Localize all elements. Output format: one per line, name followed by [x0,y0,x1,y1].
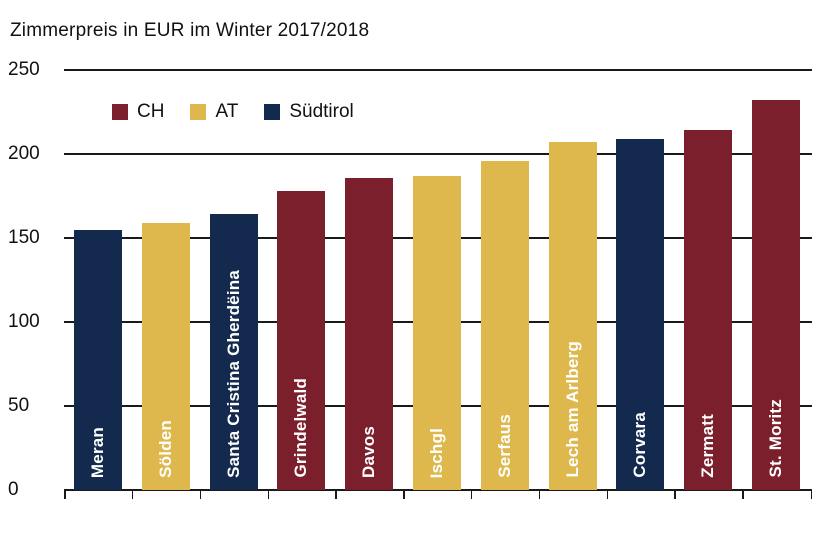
bar-grindelwald: Grindelwald [277,190,326,490]
x-axis-tick-9 [674,490,676,499]
legend: CH AT Südtirol [112,101,354,123]
legend-swatch-südtirol [264,104,281,120]
x-axis-tick-10 [742,490,744,499]
bar-zermatt: Zermatt [684,130,733,490]
x-axis-tick-0 [64,490,66,499]
legend-swatch-at [190,104,207,120]
legend-label-at: AT [215,101,239,122]
x-axis-tick-11 [810,490,812,499]
y-axis-label-250: 250 [8,59,40,80]
bar-santa-cristina-gherdëina: Santa Cristina Gherdëina [209,214,258,490]
bar-meran: Meran [74,229,122,490]
bar-label-meran: Meran [88,426,107,478]
bar-label-corvara: Corvara [630,412,650,478]
gridline-0 [64,489,812,491]
legend-item-südtirol: Südtirol [264,101,354,123]
bar-corvara: Corvara [616,138,665,490]
y-axis-label-150: 150 [8,227,40,248]
bar-label-davos: Davos [359,425,379,478]
bar-sölden: Sölden [141,222,190,490]
bar-label-lech-am-arlberg: Lech am Arlberg [562,341,582,478]
bar-label-sölden: Sölden [155,420,175,478]
legend-label-ch: CH [137,101,165,122]
x-axis-tick-7 [538,490,541,499]
x-axis-tick-4 [335,490,337,499]
bar-serfaus: Serfaus [480,160,529,490]
gridline-250 [64,69,812,71]
bar-label-grindelwald: Grindelwald [291,378,311,478]
bar-label-ischgl: Ischgl [427,427,446,478]
bar-label-santa-cristina-gherdëina: Santa Cristina Gherdëina [223,270,243,478]
x-axis-tick-1 [131,490,134,499]
y-axis-label-0: 0 [8,479,19,500]
x-axis-tick-5 [403,490,405,499]
y-axis-label-100: 100 [8,311,40,332]
legend-item-ch: CH [112,101,164,123]
legend-item-at: AT [190,101,238,123]
x-axis-tick-6 [470,490,473,499]
chart-title: Zimmerpreis in EUR im Winter 2017/2018 [10,20,370,41]
gridline-200 [64,153,812,155]
bar-davos: Davos [345,177,394,490]
y-axis-label-200: 200 [8,143,40,164]
y-axis-label-50: 50 [8,395,30,416]
x-axis-tick-2 [199,490,202,499]
bar-st-moritz: St. Moritz [752,100,800,490]
bar-label-serfaus: Serfaus [494,414,514,478]
x-axis-tick-8 [606,490,608,499]
bar-lech-am-arlberg: Lech am Arlberg [548,142,597,490]
bar-label-st-moritz: St. Moritz [766,399,785,478]
legend-swatch-ch [112,104,128,120]
x-axis-tick-3 [267,490,269,499]
bar-label-zermatt: Zermatt [698,414,718,478]
bar-ischgl: Ischgl [413,175,461,490]
legend-label-südtirol: Südtirol [289,101,354,122]
